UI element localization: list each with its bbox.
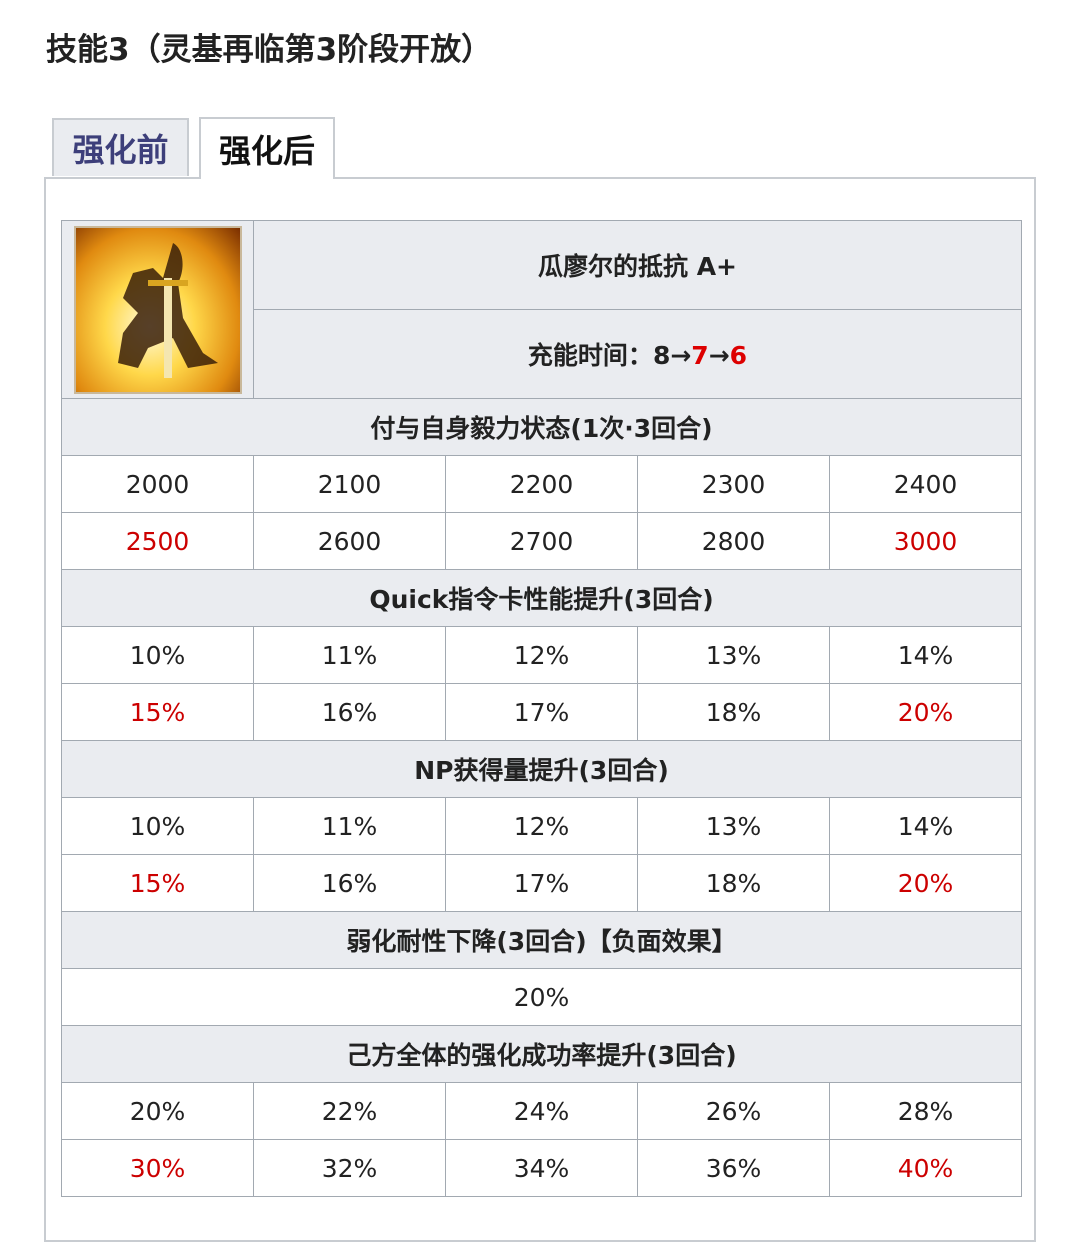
value-lv2: 11% bbox=[253, 797, 446, 855]
value-lv1: 10% bbox=[61, 626, 254, 684]
value-lv4: 2300 bbox=[637, 455, 830, 513]
effect-header: Quick指令卡性能提升(3回合) bbox=[61, 569, 1022, 627]
value-row: 2000 2100 2200 2300 2400 bbox=[61, 455, 1022, 513]
value-lv6: 2500 bbox=[61, 512, 254, 570]
value-lv8: 17% bbox=[445, 854, 638, 912]
value-lv4: 13% bbox=[637, 626, 830, 684]
value-lv5: 14% bbox=[829, 626, 1022, 684]
effect-header: 弱化耐性下降(3回合)【负面效果】 bbox=[61, 911, 1022, 969]
value-lv5: 14% bbox=[829, 797, 1022, 855]
effect-header-row: 弱化耐性下降(3回合)【负面效果】 bbox=[61, 911, 1022, 969]
value-lv10: 40% bbox=[829, 1139, 1022, 1197]
section-title: 技能3（灵基再临第3阶段开放） bbox=[46, 32, 493, 68]
cooldown: 充能时间：8→7→6 bbox=[253, 309, 1022, 399]
effect-header-row: NP获得量提升(3回合) bbox=[61, 740, 1022, 798]
value-lv9: 36% bbox=[637, 1139, 830, 1197]
arrow: → bbox=[708, 341, 730, 370]
value-lv8: 17% bbox=[445, 683, 638, 741]
skill-name: 瓜廖尔的抵抗 A+ bbox=[253, 220, 1022, 310]
value-lv3: 24% bbox=[445, 1082, 638, 1140]
effect-header: 付与自身毅力状态(1次·3回合) bbox=[61, 398, 1022, 456]
value-lv3: 12% bbox=[445, 626, 638, 684]
tab-after-upgrade[interactable]: 强化后 bbox=[199, 117, 335, 179]
value-lv2: 11% bbox=[253, 626, 446, 684]
effect-header-row: Quick指令卡性能提升(3回合) bbox=[61, 569, 1022, 627]
value-lv7: 32% bbox=[253, 1139, 446, 1197]
value-lv9: 2800 bbox=[637, 512, 830, 570]
cooldown-lv10: 6 bbox=[729, 341, 748, 370]
value-lv1: 10% bbox=[61, 797, 254, 855]
cooldown-lv6: 7 bbox=[691, 341, 709, 370]
value-row: 2500 2600 2700 2800 3000 bbox=[61, 512, 1022, 570]
value-lv5: 28% bbox=[829, 1082, 1022, 1140]
value-lv3: 2200 bbox=[445, 455, 638, 513]
value-row: 15% 16% 17% 18% 20% bbox=[61, 683, 1022, 741]
cooldown-row: 充能时间：8→7→6 bbox=[62, 309, 1022, 399]
value-row: 20% bbox=[61, 968, 1022, 1026]
value-lv3: 12% bbox=[445, 797, 638, 855]
value-row: 20% 22% 24% 26% 28% bbox=[61, 1082, 1022, 1140]
skill-name-row: 瓜廖尔的抵抗 A+ bbox=[61, 220, 1022, 399]
value-lv8: 2700 bbox=[445, 512, 638, 570]
value-lv2: 22% bbox=[253, 1082, 446, 1140]
value-lv7: 16% bbox=[253, 683, 446, 741]
value-lv6: 15% bbox=[61, 854, 254, 912]
value-lv7: 2600 bbox=[253, 512, 446, 570]
value-lv8: 34% bbox=[445, 1139, 638, 1197]
value-row: 15% 16% 17% 18% 20% bbox=[61, 854, 1022, 912]
cooldown-base: 8 bbox=[652, 341, 671, 370]
value-lv9: 18% bbox=[637, 683, 830, 741]
effect-header-row: 己方全体的强化成功率提升(3回合) bbox=[61, 1025, 1022, 1083]
value-lv10: 20% bbox=[829, 683, 1022, 741]
value-cell: 20% bbox=[61, 968, 1022, 1026]
kneeling-knight-sword-icon bbox=[73, 225, 242, 394]
effect-header-row: 付与自身毅力状态(1次·3回合) bbox=[61, 398, 1022, 456]
value-lv10: 3000 bbox=[829, 512, 1022, 570]
arrow: → bbox=[670, 341, 692, 370]
value-lv2: 2100 bbox=[253, 455, 446, 513]
skill-table: 瓜廖尔的抵抗 A+ 充能时间：8→7→6 付与自身毅力状态(1次·3回合) 200… bbox=[61, 220, 1022, 1197]
value-lv9: 18% bbox=[637, 854, 830, 912]
value-lv5: 2400 bbox=[829, 455, 1022, 513]
effect-header: 己方全体的强化成功率提升(3回合) bbox=[61, 1025, 1022, 1083]
value-lv7: 16% bbox=[253, 854, 446, 912]
value-row: 30% 32% 34% 36% 40% bbox=[61, 1139, 1022, 1197]
value-lv10: 20% bbox=[829, 854, 1022, 912]
value-lv6: 30% bbox=[61, 1139, 254, 1197]
value-lv4: 26% bbox=[637, 1082, 830, 1140]
skill-icon-cell bbox=[61, 220, 254, 399]
tab-before-upgrade[interactable]: 强化前 bbox=[52, 118, 189, 176]
value-lv1: 20% bbox=[61, 1082, 254, 1140]
value-row: 10% 11% 12% 13% 14% bbox=[61, 797, 1022, 855]
value-lv4: 13% bbox=[637, 797, 830, 855]
effect-header: NP获得量提升(3回合) bbox=[61, 740, 1022, 798]
value-lv1: 2000 bbox=[61, 455, 254, 513]
value-row: 10% 11% 12% 13% 14% bbox=[61, 626, 1022, 684]
value-lv6: 15% bbox=[61, 683, 254, 741]
cooldown-label: 充能时间： bbox=[527, 341, 653, 370]
